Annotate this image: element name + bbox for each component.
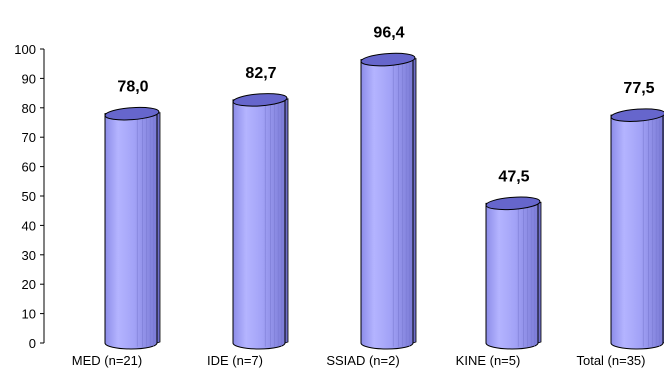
category-label: SSIAD (n=2) (326, 353, 399, 368)
bar-top (360, 52, 416, 67)
y-tick-label: 90 (22, 71, 36, 86)
y-tick-label: 40 (22, 218, 36, 233)
bar (104, 106, 161, 350)
data-label: 47,5 (498, 168, 529, 185)
bar (485, 196, 542, 350)
y-tick-label: 80 (22, 101, 36, 116)
bar-body (104, 113, 158, 350)
y-tick-label: 70 (22, 130, 36, 145)
category-label: IDE (n=7) (207, 353, 263, 368)
bar-top (232, 93, 288, 107)
y-tick-label: 100 (14, 42, 36, 57)
y-tick-label: 30 (22, 248, 36, 263)
bar (232, 93, 289, 350)
y-tick-label: 50 (22, 189, 36, 204)
bar-top (610, 108, 664, 122)
data-label: 78,0 (117, 79, 148, 96)
data-label: 82,7 (245, 65, 276, 82)
category-label: MED (n=21) (72, 353, 142, 368)
y-axis: 0 10 20 30 40 50 60 70 80 90 100 (14, 42, 45, 351)
bar-body (232, 99, 286, 350)
bar (610, 108, 664, 350)
bar-top (104, 106, 160, 121)
bar-body (485, 202, 539, 350)
bars (104, 52, 664, 350)
category-label: Total (n=35) (576, 353, 645, 368)
data-label: 96,4 (373, 25, 404, 42)
y-tick-label: 10 (22, 307, 36, 322)
bar-body (360, 59, 414, 350)
category-label: KINE (n=5) (456, 353, 521, 368)
labels: 78,0 MED (n=21) 82,7 IDE (n=7) 96,4 SSIAD (n=… (72, 25, 655, 368)
bar (360, 52, 417, 350)
bar-body (610, 114, 664, 350)
data-label: 77,5 (623, 80, 654, 97)
y-tick-label: 60 (22, 160, 36, 175)
bar-top (485, 196, 541, 211)
y-tick-label: 20 (22, 277, 36, 292)
y-tick-label: 0 (29, 336, 36, 351)
